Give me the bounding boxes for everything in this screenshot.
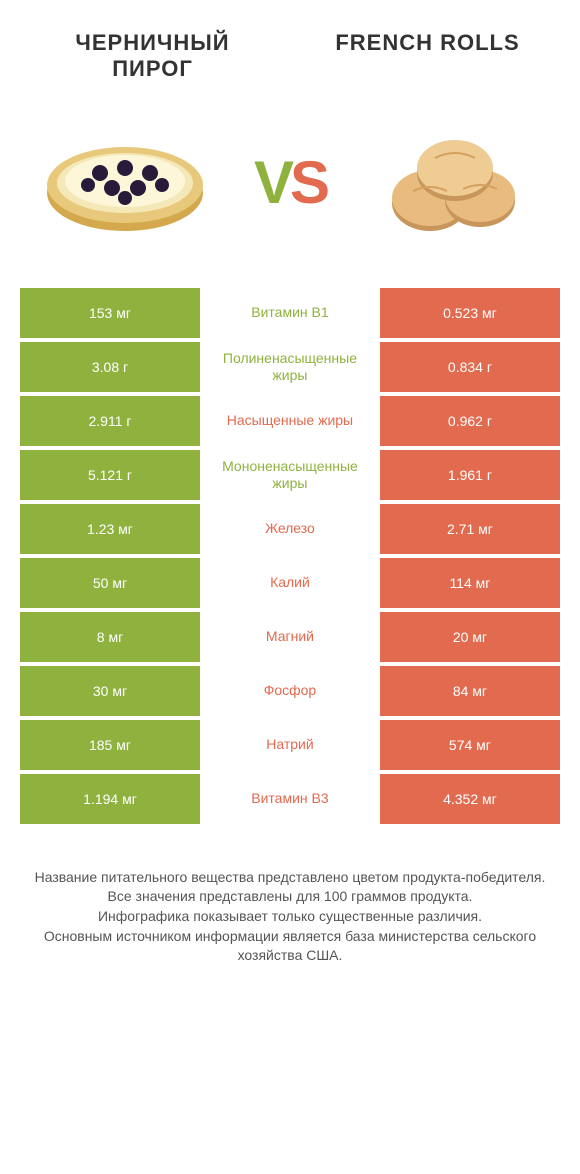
cell-right-value: 0.962 г xyxy=(380,396,560,446)
cell-right-value: 114 мг xyxy=(380,558,560,608)
vs-s: S xyxy=(290,149,326,216)
table-row: 1.194 мгВитамин B34.352 мг xyxy=(20,774,560,824)
cell-left-value: 5.121 г xyxy=(20,450,200,500)
french-rolls-icon xyxy=(370,118,540,248)
title-right: FRENCH ROLLS xyxy=(315,30,540,83)
footer-line: Инфографика показывает только существенн… xyxy=(30,907,550,927)
cell-left-value: 1.23 мг xyxy=(20,504,200,554)
cell-nutrient-label: Фосфор xyxy=(200,666,380,716)
cell-nutrient-label: Витамин B1 xyxy=(200,288,380,338)
cell-nutrient-label: Натрий xyxy=(200,720,380,770)
cell-left-value: 3.08 г xyxy=(20,342,200,392)
footer-line: Название питательного вещества представл… xyxy=(30,868,550,888)
cell-nutrient-label: Полиненасыщенные жиры xyxy=(200,342,380,392)
cell-nutrient-label: Насыщенные жиры xyxy=(200,396,380,446)
footer-notes: Название питательного вещества представл… xyxy=(0,828,580,966)
table-row: 185 мгНатрий574 мг xyxy=(20,720,560,770)
table-row: 50 мгКалий114 мг xyxy=(20,558,560,608)
vs-label: VS xyxy=(254,148,326,217)
cell-right-value: 84 мг xyxy=(380,666,560,716)
footer-line: Основным источником информации является … xyxy=(30,927,550,966)
titles-row: ЧЕРНИЧНЫЙ ПИРОГ FRENCH ROLLS xyxy=(0,0,580,93)
comparison-table: 153 мгВитамин B10.523 мг3.08 гПолиненасы… xyxy=(0,288,580,824)
cell-right-value: 4.352 мг xyxy=(380,774,560,824)
table-row: 30 мгФосфор84 мг xyxy=(20,666,560,716)
cell-right-value: 574 мг xyxy=(380,720,560,770)
cell-nutrient-label: Витамин B3 xyxy=(200,774,380,824)
table-row: 153 мгВитамин B10.523 мг xyxy=(20,288,560,338)
table-row: 8 мгМагний20 мг xyxy=(20,612,560,662)
cell-right-value: 1.961 г xyxy=(380,450,560,500)
cell-left-value: 153 мг xyxy=(20,288,200,338)
table-row: 5.121 гМононенасыщенные жиры1.961 г xyxy=(20,450,560,500)
images-row: VS xyxy=(0,93,580,288)
cell-left-value: 185 мг xyxy=(20,720,200,770)
title-left: ЧЕРНИЧНЫЙ ПИРОГ xyxy=(40,30,265,83)
vs-v: V xyxy=(254,149,290,216)
cell-left-value: 2.911 г xyxy=(20,396,200,446)
cell-left-value: 30 мг xyxy=(20,666,200,716)
cell-right-value: 0.523 мг xyxy=(380,288,560,338)
cell-nutrient-label: Магний xyxy=(200,612,380,662)
cell-left-value: 50 мг xyxy=(20,558,200,608)
cell-right-value: 0.834 г xyxy=(380,342,560,392)
cell-nutrient-label: Мононенасыщенные жиры xyxy=(200,450,380,500)
table-row: 3.08 гПолиненасыщенные жиры0.834 г xyxy=(20,342,560,392)
cell-left-value: 1.194 мг xyxy=(20,774,200,824)
cell-nutrient-label: Калий xyxy=(200,558,380,608)
blueberry-pie-icon xyxy=(40,118,210,248)
cell-left-value: 8 мг xyxy=(20,612,200,662)
cell-nutrient-label: Железо xyxy=(200,504,380,554)
table-row: 1.23 мгЖелезо2.71 мг xyxy=(20,504,560,554)
cell-right-value: 2.71 мг xyxy=(380,504,560,554)
cell-right-value: 20 мг xyxy=(380,612,560,662)
footer-line: Все значения представлены для 100 граммо… xyxy=(30,887,550,907)
table-row: 2.911 гНасыщенные жиры0.962 г xyxy=(20,396,560,446)
